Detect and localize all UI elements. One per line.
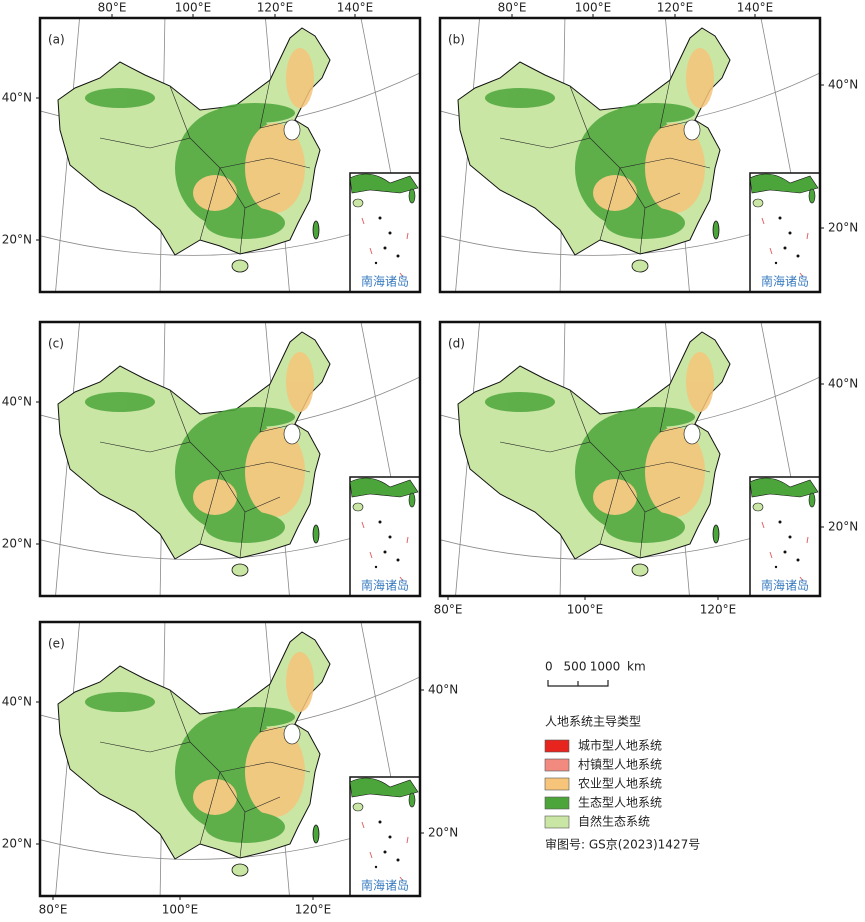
lat-label: 40°N bbox=[2, 695, 32, 709]
map bbox=[30, 617, 430, 902]
panel-frame bbox=[38, 620, 422, 898]
lon-label: 80°E bbox=[498, 1, 527, 15]
legend-label: 城市型人地系统 bbox=[578, 738, 662, 753]
inset-label: 南海诸岛 bbox=[761, 578, 809, 593]
scale-unit: km bbox=[627, 660, 646, 674]
panel-label: (e) bbox=[48, 637, 65, 651]
lat-label: 40°N bbox=[428, 683, 458, 697]
inset-label: 南海诸岛 bbox=[761, 274, 809, 289]
legend-swatch bbox=[544, 758, 570, 772]
lon-label: 120°E bbox=[257, 1, 294, 15]
legend-title: 人地系统主导类型 bbox=[545, 715, 641, 729]
lat-label: 20°N bbox=[828, 520, 858, 534]
lon-label: 100°E bbox=[567, 603, 604, 617]
scale-tick: 0 bbox=[545, 660, 553, 674]
lat-label: 40°N bbox=[828, 377, 858, 391]
map-panel: (e) 南海诸岛 40°N 20°N 40°N 20°N 80°E 100°E 120°E bbox=[2, 617, 458, 917]
legend-label: 村镇型人地系统 bbox=[578, 758, 662, 772]
legend-label: 农业型人地系统 bbox=[578, 777, 662, 791]
lon-label: 100°E bbox=[175, 1, 212, 15]
map-panel: (c) 南海诸岛 40°N 20°N bbox=[2, 317, 430, 602]
lon-label: 100°E bbox=[162, 903, 199, 917]
lon-label: 140°E bbox=[337, 1, 374, 15]
legend-swatch bbox=[544, 777, 570, 791]
legend-swatch bbox=[544, 796, 570, 810]
lat-label: 20°N bbox=[2, 233, 32, 247]
inset-label: 南海诸岛 bbox=[361, 878, 409, 893]
lat-label: 40°N bbox=[2, 91, 32, 105]
lon-label: 80°E bbox=[434, 603, 463, 617]
lon-label: 100°E bbox=[575, 1, 612, 15]
scale-tick: 1000 bbox=[590, 660, 621, 674]
scale-tick: 500 bbox=[564, 660, 587, 674]
lat-label: 20°N bbox=[2, 837, 32, 851]
panel-frame bbox=[438, 16, 822, 294]
map-panel: (b) 南海诸岛 80°E 100°E 120°E 140°E 40°N 20°N bbox=[430, 1, 858, 298]
inset-label: 南海诸岛 bbox=[361, 578, 409, 593]
map bbox=[30, 317, 430, 602]
map bbox=[430, 13, 830, 298]
lon-label: 120°E bbox=[295, 903, 332, 917]
inset-label: 南海诸岛 bbox=[361, 274, 409, 289]
lon-label: 140°E bbox=[737, 1, 774, 15]
approval: 审图号: GS京(2023)1427号 bbox=[545, 837, 700, 852]
panel-frame bbox=[38, 16, 422, 294]
lat-label: 40°N bbox=[828, 78, 858, 92]
map bbox=[430, 317, 830, 602]
panel-frame bbox=[438, 320, 822, 598]
panel-label: (d) bbox=[448, 337, 465, 351]
lat-label: 40°N bbox=[2, 395, 32, 409]
lat-label: 20°N bbox=[428, 826, 458, 840]
lat-label: 20°N bbox=[2, 537, 32, 551]
legend-swatch bbox=[544, 739, 570, 753]
lon-label: 80°E bbox=[98, 1, 127, 15]
panel-frame bbox=[38, 320, 422, 598]
scale-bar bbox=[547, 680, 609, 687]
panel-label: (c) bbox=[48, 337, 64, 351]
panel-label: (a) bbox=[48, 33, 65, 47]
lat-label: 20°N bbox=[828, 221, 858, 235]
lon-label: 80°E bbox=[39, 903, 68, 917]
lon-label: 120°E bbox=[700, 603, 737, 617]
legend-swatch bbox=[544, 815, 570, 829]
map bbox=[30, 13, 430, 298]
legend-label: 自然生态系统 bbox=[578, 814, 650, 829]
legend-label: 生态型人地系统 bbox=[578, 796, 662, 810]
panel-label: (b) bbox=[448, 33, 465, 47]
map-panel: (a) 南海诸岛 80°E 100°E 120°E 140°E 40°N 20°N bbox=[2, 1, 430, 298]
map-panel: (d) 南海诸岛 40°N 20°N 80°E 100°E 120°E bbox=[430, 317, 858, 617]
lon-label: 120°E bbox=[657, 1, 694, 15]
